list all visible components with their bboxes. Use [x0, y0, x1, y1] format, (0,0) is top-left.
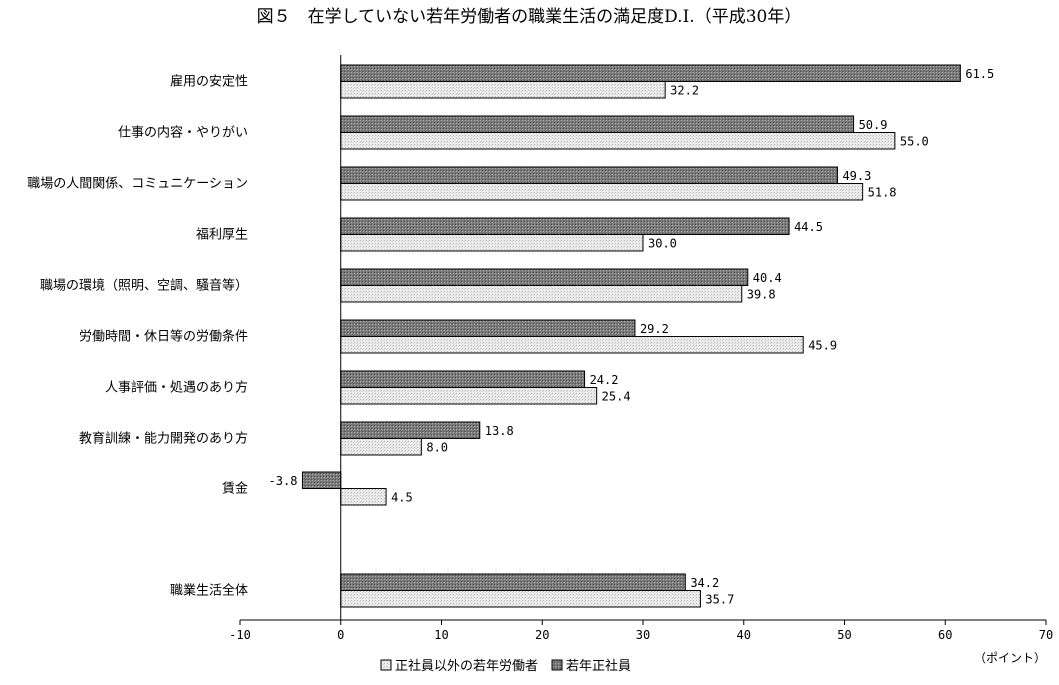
bar-regular-employee [340, 268, 749, 286]
data-label: 44.5 [794, 220, 823, 234]
category-label: 福利厚生 [196, 228, 248, 243]
x-tick-label: -10 [229, 628, 251, 642]
category-label: 職場の環境（照明、空調、騒音等） [40, 278, 248, 294]
bar-regular-employee [340, 217, 790, 235]
bar-regular-employee [340, 421, 481, 439]
bar-non-regular-worker [340, 183, 864, 201]
x-tick-label: 30 [636, 628, 650, 642]
data-label: 29.2 [640, 322, 669, 336]
x-tick-label: 60 [938, 628, 952, 642]
bar-regular-employee [340, 319, 636, 337]
category-label: 職場の人間関係、コミュニケーション [27, 177, 248, 192]
data-label: 30.0 [648, 236, 677, 250]
x-tick-label: 50 [837, 628, 851, 642]
category-label: 職業生活全体 [170, 583, 248, 599]
data-label: 51.8 [868, 185, 897, 199]
category-label: 賃金 [222, 481, 248, 497]
data-label: 49.3 [842, 169, 871, 183]
data-label: 40.4 [753, 271, 782, 285]
category-label: 雇用の安定性 [170, 74, 248, 90]
data-label: 4.5 [391, 490, 413, 504]
category-label: 仕事の内容・やりがい [118, 125, 248, 141]
data-label: -3.8 [269, 474, 298, 488]
data-label: 8.0 [426, 440, 448, 454]
data-label: 50.9 [859, 118, 888, 132]
bar-non-regular-worker [340, 285, 743, 303]
bar-regular-employee [340, 64, 961, 82]
category-label: 教育訓練・能力開発のあり方 [79, 431, 248, 447]
bar-non-regular-worker [340, 336, 804, 354]
data-label: 32.2 [670, 83, 699, 97]
data-label: 35.7 [705, 592, 734, 606]
x-axis-label: （ポイント） [974, 651, 1046, 665]
bar-regular-employee [340, 573, 686, 591]
bar-non-regular-worker [340, 387, 598, 405]
bar-regular-employee [340, 166, 838, 184]
legend-item: 若年正社員 [566, 658, 631, 674]
bar-non-regular-worker [340, 590, 701, 608]
x-tick-label: 0 [337, 628, 344, 642]
x-tick-label: 70 [1039, 628, 1053, 642]
bar-regular-employee [340, 370, 586, 388]
bar-regular-employee [301, 471, 342, 489]
x-tick-label: 20 [535, 628, 549, 642]
bar-non-regular-worker [340, 438, 422, 456]
bar-non-regular-worker [340, 81, 666, 99]
data-label: 55.0 [900, 134, 929, 148]
bar-non-regular-worker [340, 132, 896, 150]
legend-swatch [380, 659, 392, 671]
legend-item: 正社員以外の若年労働者 [395, 658, 538, 674]
data-label: 24.2 [590, 373, 619, 387]
data-label: 13.8 [485, 424, 514, 438]
data-label: 39.8 [747, 287, 776, 301]
legend: 正社員以外の若年労働者 若年正社員 [380, 658, 631, 674]
x-tick-label: 40 [737, 628, 751, 642]
data-label: 45.9 [808, 338, 837, 352]
data-label: 25.4 [602, 389, 631, 403]
bar-non-regular-worker [340, 488, 387, 506]
category-label: 人事評価・処遇のあり方 [105, 380, 248, 396]
data-label: 61.5 [965, 67, 994, 81]
chart-title: 図５ 在学していない若年労働者の職業生活の満足度D.I.（平成30年） [257, 7, 802, 27]
legend-swatch [551, 659, 563, 671]
bar-regular-employee [340, 115, 855, 133]
x-tick-label: 10 [434, 628, 448, 642]
bar-non-regular-worker [340, 234, 644, 252]
data-label: 34.2 [690, 576, 719, 590]
category-label: 労働時間・休日等の労働条件 [79, 329, 248, 345]
